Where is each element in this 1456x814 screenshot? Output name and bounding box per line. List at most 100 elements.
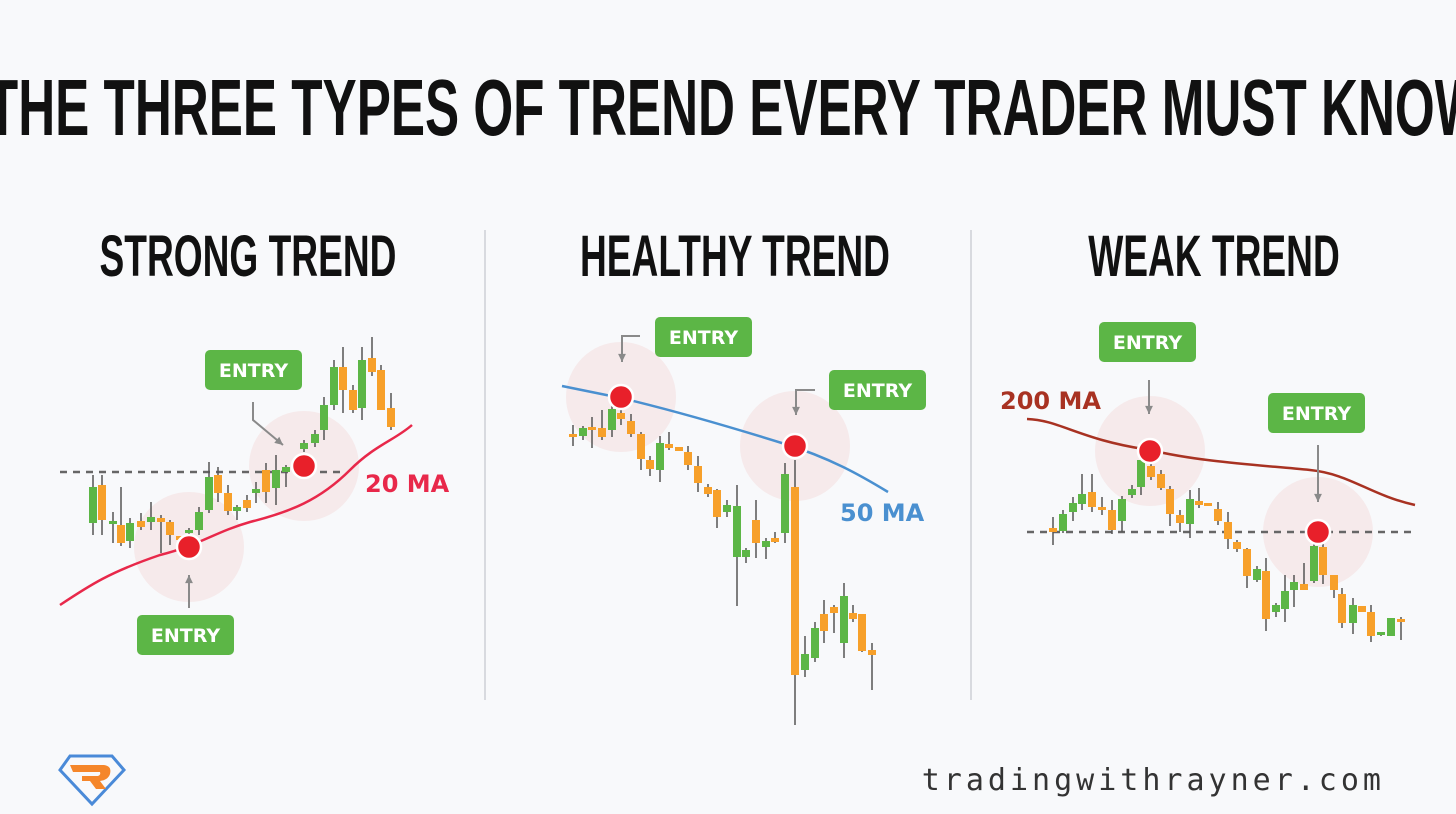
bullish-candle [147, 502, 155, 530]
bullish-candle [811, 622, 819, 662]
bearish-candle [849, 605, 857, 622]
bullish-candle [195, 507, 203, 535]
candle-body [579, 428, 587, 436]
candle-body [1078, 494, 1086, 504]
bullish-candle [1310, 540, 1318, 583]
bearish-candle [1214, 502, 1222, 525]
bearish-candle [1176, 510, 1184, 532]
candle-body [569, 434, 577, 437]
entry-badge [655, 317, 752, 357]
candle-body [1397, 619, 1405, 622]
candle-body [1319, 547, 1327, 575]
candle-body [1204, 503, 1212, 506]
candle-body [723, 505, 731, 512]
candle-body [762, 541, 770, 547]
bearish-candle [858, 614, 866, 652]
candle-body [1195, 501, 1203, 505]
healthy-trend-heading: HEALTHY TREND [580, 225, 890, 289]
candle-body [840, 596, 848, 643]
arrow-icon [621, 335, 640, 362]
arrowhead-icon [274, 436, 283, 445]
bearish-candle [137, 513, 145, 530]
bearish-candle [224, 485, 232, 515]
entry-badge-label: ENTRY [669, 327, 738, 349]
bullish-candle [1253, 566, 1261, 582]
candle-body [627, 421, 635, 434]
bullish-candle [781, 463, 789, 543]
candle-body [157, 518, 165, 522]
candle-body [1253, 569, 1261, 580]
candle-body [811, 628, 819, 658]
bullish-candle [109, 512, 117, 543]
bearish-candle [349, 385, 357, 413]
bullish-candle [300, 440, 308, 452]
candle-body [1137, 460, 1145, 487]
candle-body [1214, 509, 1222, 521]
candle-body [126, 523, 134, 541]
candle-body [1049, 528, 1057, 532]
bearish-candle [598, 410, 606, 440]
bullish-candle [205, 462, 213, 513]
candle-body [300, 443, 308, 449]
candle-body [665, 444, 673, 448]
bearish-candle [1088, 474, 1096, 512]
bearish-candle [1397, 617, 1405, 640]
bullish-candle [126, 518, 134, 548]
bearish-candle [1300, 563, 1308, 590]
bearish-candle [694, 456, 702, 492]
candle-body [349, 390, 357, 410]
bullish-candle [185, 528, 193, 534]
candle-body [233, 507, 241, 511]
bullish-candle [1128, 485, 1136, 498]
entry-callout: ENTRY [205, 350, 302, 446]
bullish-candle [1137, 455, 1145, 495]
candle-body [166, 522, 174, 535]
entry-callout: ENTRY [792, 370, 926, 415]
bullish-candle [1069, 497, 1077, 521]
bearish-candle [617, 410, 625, 425]
ma-20-line [59, 424, 413, 607]
candle-body [675, 447, 683, 451]
arrowhead-icon [792, 406, 800, 415]
entry-callout: ENTRY [618, 317, 752, 362]
candle-body [387, 408, 395, 427]
bearish-candle [588, 417, 596, 448]
candle-body [330, 367, 338, 405]
bearish-candle [262, 463, 270, 503]
bearish-candle [1243, 548, 1251, 588]
bullish-candle [801, 636, 809, 677]
bullish-candle [579, 426, 587, 440]
entry-point-dot [1136, 437, 1164, 465]
bullish-candle [762, 538, 770, 559]
bearish-candle [1195, 488, 1203, 508]
bearish-candle [377, 365, 385, 410]
candle-body [320, 405, 328, 430]
bullish-candle [252, 482, 260, 503]
ma-label-200: 200 MA [1000, 387, 1101, 415]
bullish-candle [1281, 575, 1289, 622]
ma-200-line [1026, 417, 1416, 507]
candle-body [868, 650, 876, 655]
candle-body [252, 489, 260, 493]
ma-50-line [561, 384, 889, 494]
entry-callout: ENTRY [137, 575, 234, 655]
bearish-candle [339, 347, 347, 413]
candle-body [1262, 571, 1270, 619]
candle-body [637, 434, 645, 459]
arrowhead-icon [618, 353, 626, 362]
bearish-candle [1157, 470, 1165, 490]
bearish-candle [166, 520, 174, 545]
candle-body [311, 434, 319, 443]
candle-body [117, 525, 125, 543]
bearish-candle [752, 500, 760, 558]
candle-body [588, 427, 596, 430]
candle-body [1290, 582, 1298, 590]
candle-body [1310, 546, 1318, 581]
bullish-candle [733, 485, 741, 606]
candle-body [1059, 514, 1067, 531]
candle-body [1088, 492, 1096, 507]
candle-body [684, 452, 692, 465]
bearish-candle [387, 393, 395, 430]
logo [58, 754, 127, 807]
